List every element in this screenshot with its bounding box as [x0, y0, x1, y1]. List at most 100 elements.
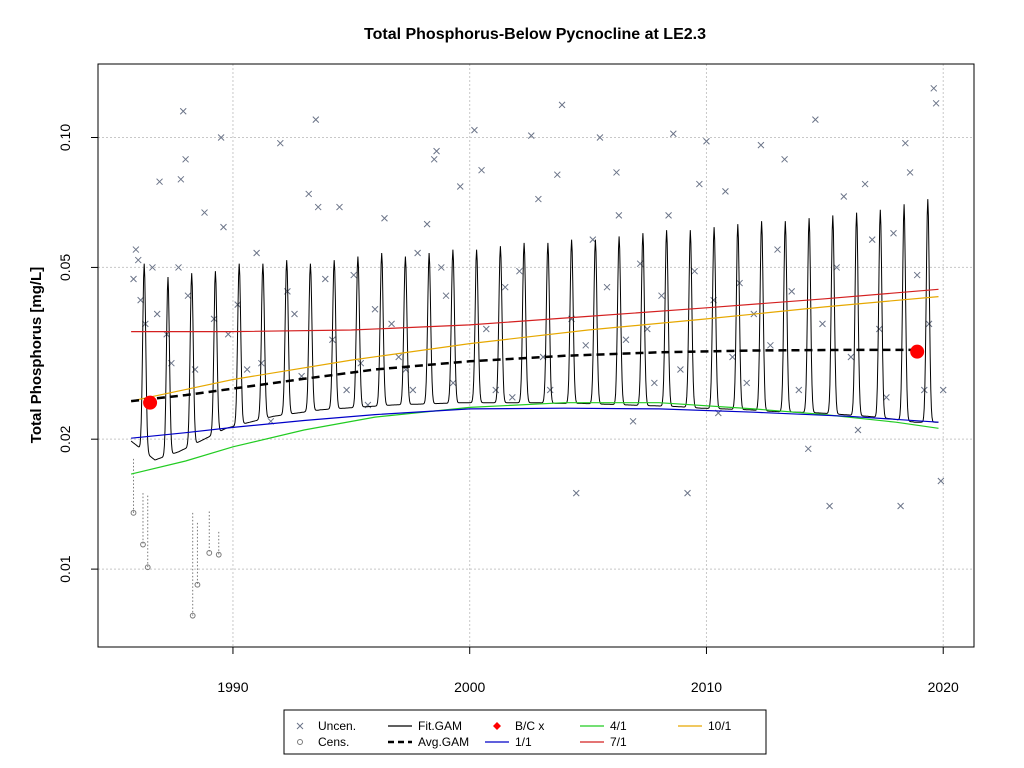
uncensored-point — [471, 126, 478, 134]
chart-title: Total Phosphorus-Below Pycnocline at LE2… — [364, 26, 706, 43]
legend-label: Fit.GAM — [418, 719, 462, 733]
uncensored-point — [847, 353, 855, 361]
uncensored-point — [840, 193, 848, 200]
series-line-10-1 — [130, 296, 939, 402]
uncensored-point — [501, 283, 509, 291]
uncensored-point — [414, 249, 421, 257]
uncensored-point — [137, 296, 144, 304]
uncensored-point — [449, 379, 457, 387]
x-tick-label: 2020 — [928, 679, 959, 695]
legend-label: Cens. — [318, 735, 349, 749]
uncensored-point — [615, 212, 623, 219]
uncensored-point — [812, 116, 819, 123]
uncensored-point — [804, 445, 812, 453]
uncensored-point — [553, 171, 561, 179]
legend-swatch-uncen — [296, 722, 304, 730]
uncensored-point — [478, 166, 485, 174]
legend-swatch-bc — [493, 722, 501, 730]
y-tick-label: 0.01 — [57, 555, 73, 582]
uncensored-point — [381, 214, 388, 222]
uncensored-point — [897, 502, 904, 510]
uncensored-point — [875, 325, 883, 333]
uncensored-point — [433, 147, 440, 155]
uncensored-point — [572, 489, 580, 497]
uncensored-point — [224, 330, 232, 338]
uncensored-point — [258, 359, 265, 367]
legend-label: Avg.GAM — [418, 735, 469, 749]
uncensored-point — [177, 175, 185, 183]
avg-gam-line — [130, 348, 920, 403]
uncensored-point — [781, 155, 788, 163]
y-tick-label: 0.10 — [57, 124, 73, 151]
uncensored-point — [868, 236, 876, 243]
uncensored-point — [906, 169, 914, 176]
bc-point — [143, 395, 158, 410]
censored-point — [215, 551, 222, 558]
legend-item-uncen: Uncen. — [296, 719, 356, 733]
legend-label: 7/1 — [610, 735, 627, 749]
uncensored-point — [651, 379, 658, 387]
uncensored-point — [243, 366, 251, 373]
uncensored-point — [743, 379, 751, 387]
legend-item-s4: 4/1 — [580, 719, 627, 733]
uncensored-point — [819, 320, 826, 328]
uncensored-point — [156, 178, 163, 186]
uncensored-point — [677, 366, 684, 373]
legend-label: 1/1 — [515, 735, 532, 749]
uncensored-point — [696, 180, 703, 188]
legend-item-s10: 10/1 — [678, 719, 732, 733]
y-tick-label: 0.02 — [57, 425, 73, 452]
censored-point — [189, 612, 196, 619]
uncensored-point — [658, 292, 665, 300]
uncensored-point — [826, 502, 833, 510]
uncensored-point — [357, 359, 365, 367]
uncensored-point — [729, 353, 736, 361]
uncensored-point — [516, 267, 523, 275]
uncensored-point — [757, 141, 765, 149]
uncensored-point — [217, 134, 225, 141]
legend: Uncen. Cens. Fit.GAM Avg.GAM B/C x 1/1 4/1 7/1 1… — [283, 709, 767, 755]
uncensored-point — [930, 84, 938, 92]
series-line-7-1 — [131, 288, 939, 333]
uncensored-point — [613, 169, 620, 176]
uncensored-point — [854, 426, 862, 434]
uncensored-point — [179, 107, 187, 115]
uncensored-point — [703, 137, 710, 145]
legend-item-s1: 1/1 — [485, 735, 532, 749]
uncensored-point — [535, 195, 542, 203]
censored-point — [206, 550, 213, 556]
uncensored-point — [937, 477, 945, 485]
legend-item-cens: Cens. — [297, 735, 349, 749]
uncensored-point — [684, 489, 691, 497]
censored-point — [130, 509, 137, 516]
uncensored-point — [175, 264, 182, 271]
legend-box — [283, 709, 767, 755]
uncensored-point — [312, 116, 320, 123]
censored-point — [140, 541, 146, 548]
uncensored-point — [409, 386, 417, 394]
uncensored-point — [558, 101, 566, 109]
legend-label: 4/1 — [610, 719, 627, 733]
uncensored-point — [291, 310, 298, 318]
uncensored-point — [276, 139, 284, 147]
uncensored-point — [492, 386, 500, 394]
uncensored-point — [388, 320, 395, 328]
uncensored-point — [883, 393, 890, 401]
uncensored-point — [833, 264, 841, 271]
legend-item-avg-gam: Avg.GAM — [388, 735, 469, 749]
uncensored-point — [314, 203, 322, 211]
uncensored-point — [423, 220, 431, 228]
x-axis: 1990 2000 2010 2020 — [217, 646, 959, 695]
bc-point — [910, 344, 925, 359]
uncensored-point — [134, 256, 142, 264]
uncensored-point — [920, 386, 928, 394]
uncensored-point — [430, 155, 438, 163]
uncensored-point — [184, 292, 192, 300]
uncensored-point — [442, 292, 450, 300]
uncensored-point — [336, 203, 343, 211]
uncensored-point — [527, 132, 535, 139]
y-axis: 0.01 0.02 0.05 0.10 — [57, 124, 98, 583]
uncensored-point — [774, 246, 781, 253]
legend-item-s7: 7/1 — [580, 735, 627, 749]
uncensored-point — [795, 386, 803, 394]
